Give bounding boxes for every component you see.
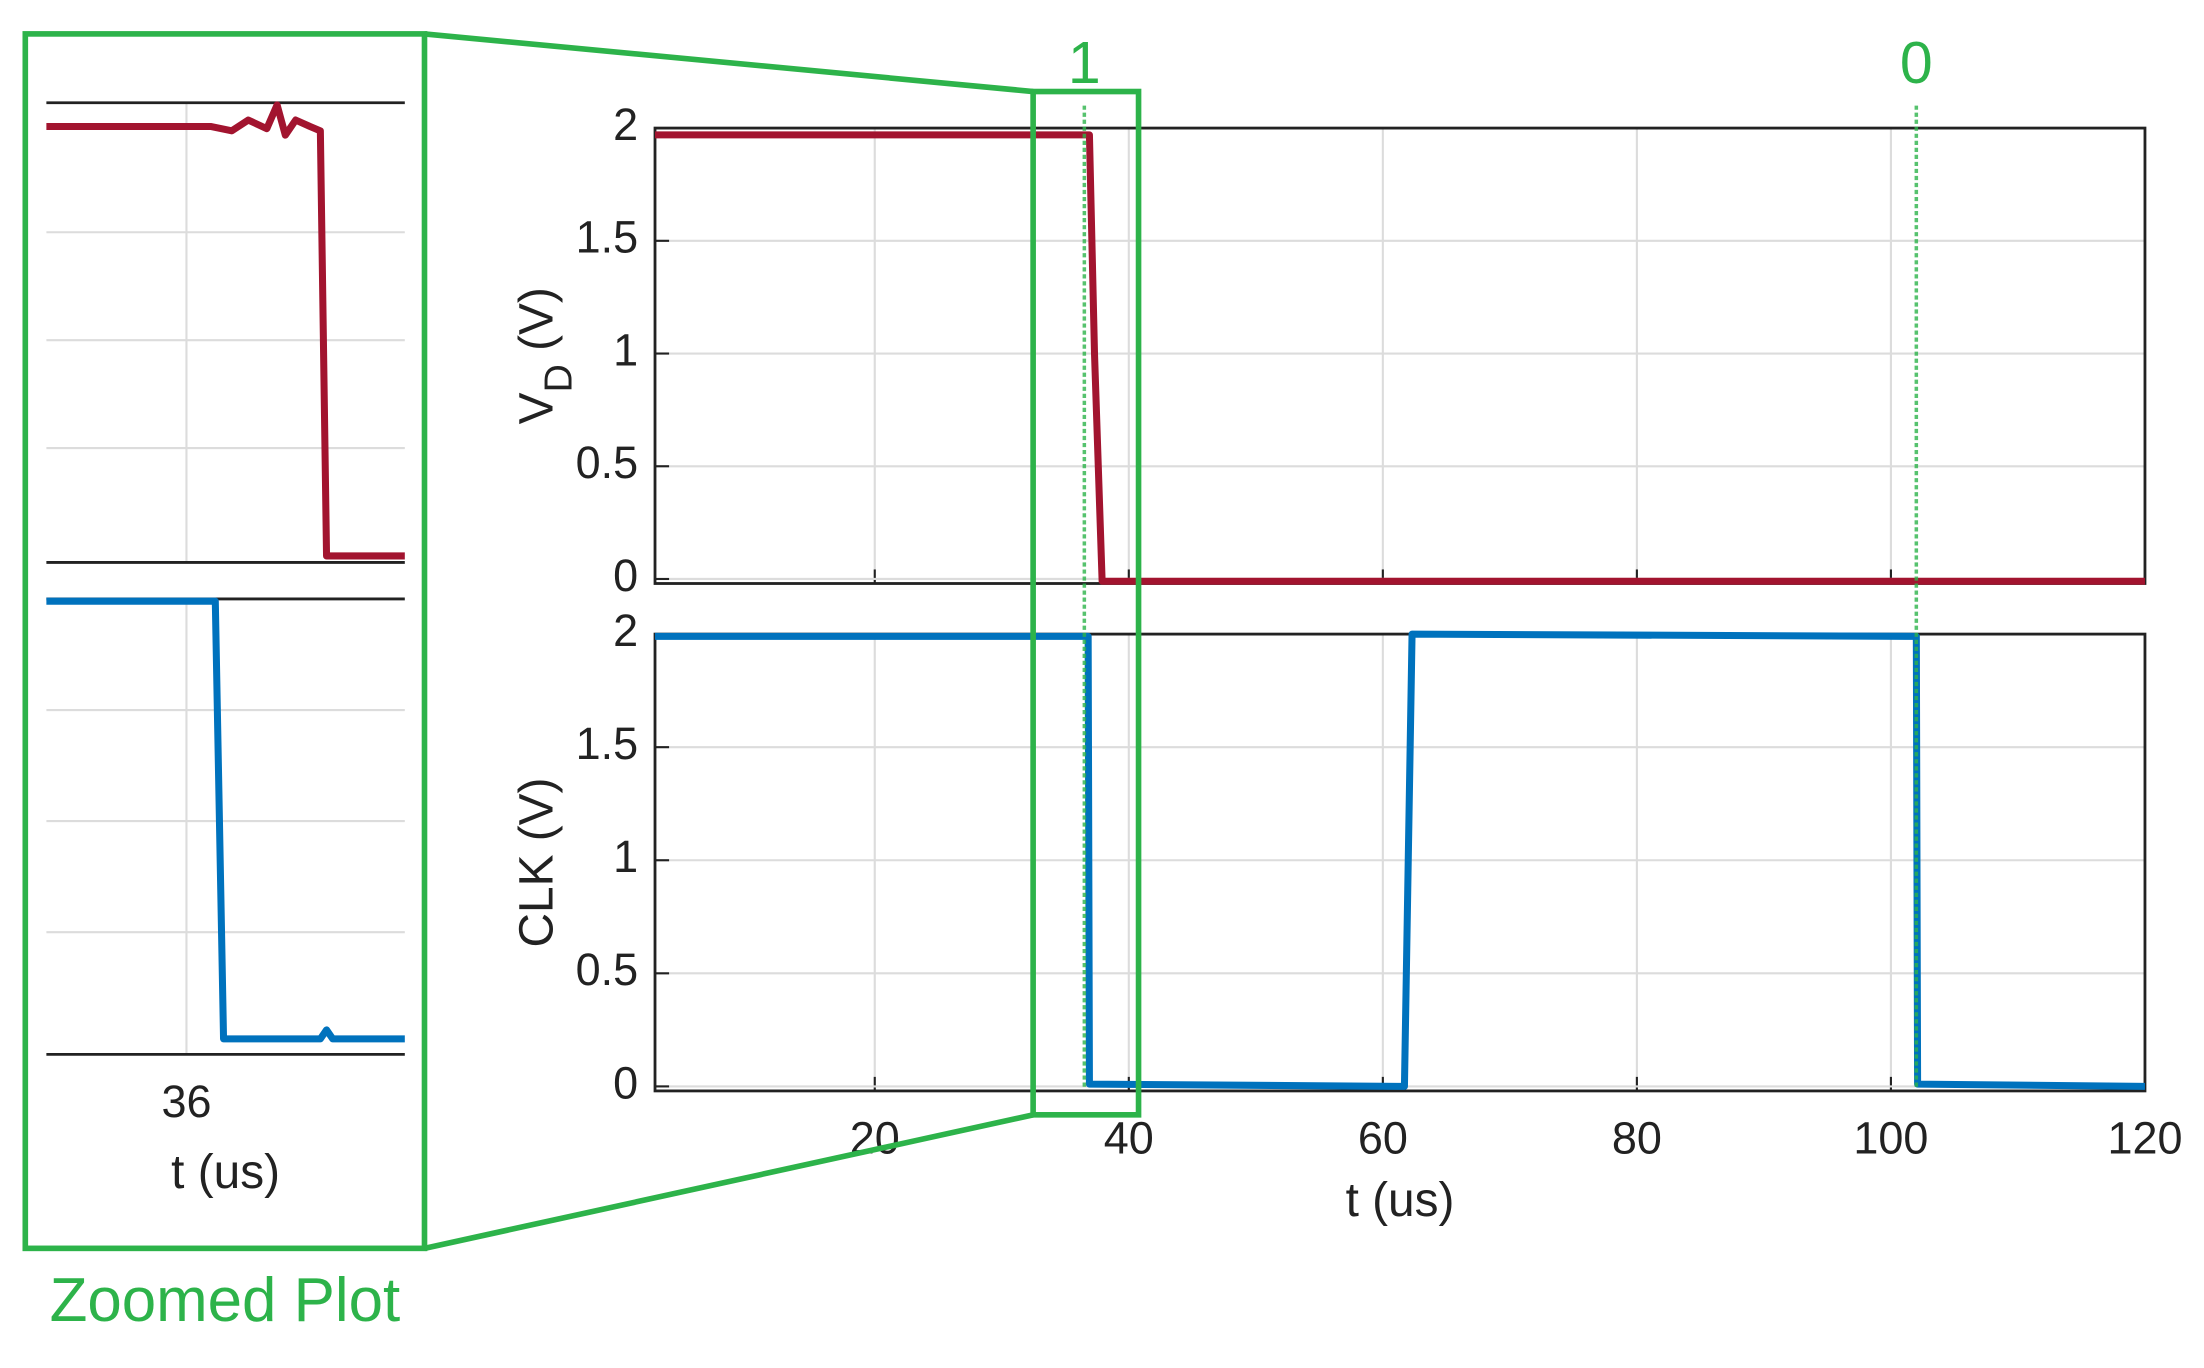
marker-label: 0	[1900, 30, 1933, 96]
line	[655, 131, 2145, 585]
axes: 36 t (us)	[46, 597, 405, 1199]
y-tick-label: 0	[613, 550, 638, 601]
marker-label: 1	[1068, 30, 1101, 96]
y-tick-label: 1	[613, 831, 638, 882]
zoom-label: Zoomed Plot	[50, 1266, 401, 1335]
y-axis-label-part: D	[537, 364, 581, 392]
y-axis-label-part: V	[510, 392, 563, 424]
line	[46, 101, 405, 560]
y-tick-label: 2	[613, 605, 638, 656]
x-tick-label: 120	[2107, 1112, 2182, 1163]
axes: 0 0.5 1 1.5 2 VD (V)	[510, 99, 2147, 601]
x-tick-label: 80	[1612, 1112, 1662, 1163]
x-axis-label: t (us)	[171, 1146, 280, 1199]
zoom-frame	[22, 31, 428, 1252]
x-tick-label: 100	[1853, 1112, 1928, 1163]
x-tick-label: 36	[161, 1076, 211, 1127]
y-axis-label-part: CLK (V)	[510, 778, 563, 948]
y-axis-label: CLK (V)	[510, 778, 563, 948]
line	[655, 630, 2145, 1090]
x-tick-label: 60	[1358, 1112, 1408, 1163]
y-tick-label: 0	[613, 1057, 638, 1108]
x-axis-label: t (us)	[1346, 1174, 1455, 1227]
y-tick-label: 2	[613, 99, 638, 150]
axes-box	[653, 126, 2147, 585]
y-tick-label: 1.5	[576, 718, 639, 769]
line	[46, 597, 405, 1043]
zoom-region	[1030, 88, 1142, 1118]
zoom-connector	[424, 31, 1034, 95]
axes-box	[653, 632, 2147, 1093]
y-tick-label: 1	[613, 324, 638, 375]
y-axis-label: VD (V)	[510, 287, 581, 424]
y-tick-label: 0.5	[576, 437, 639, 488]
axes	[46, 101, 405, 564]
zoom-connector	[423, 1112, 1034, 1252]
y-tick-label: 0.5	[576, 944, 639, 995]
y-tick-label: 1.5	[576, 212, 639, 263]
zoom-frames	[22, 31, 1142, 1252]
y-axis-label-part: (V)	[510, 287, 563, 364]
x-tick-label: 40	[1104, 1112, 1154, 1163]
